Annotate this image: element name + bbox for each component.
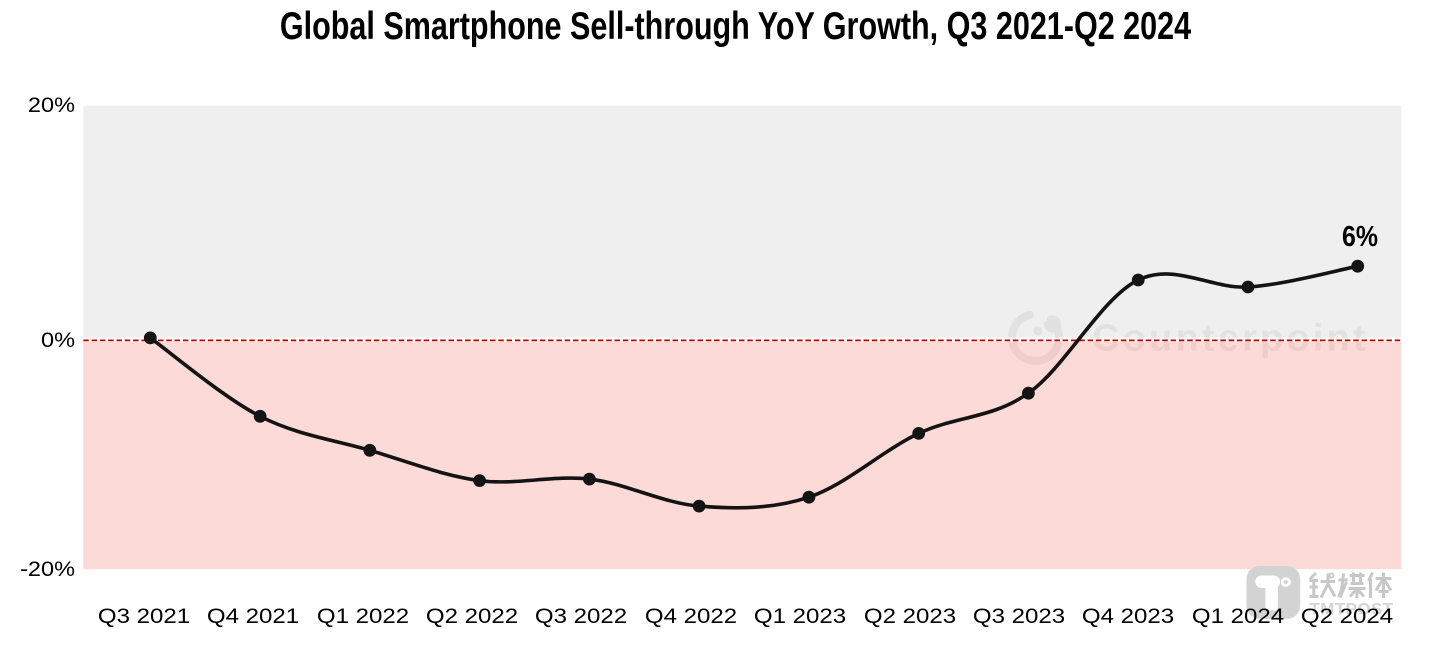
- svg-text:Counterpoint: Counterpoint: [1092, 318, 1369, 360]
- svg-text:TMTPOST: TMTPOST: [1310, 600, 1394, 619]
